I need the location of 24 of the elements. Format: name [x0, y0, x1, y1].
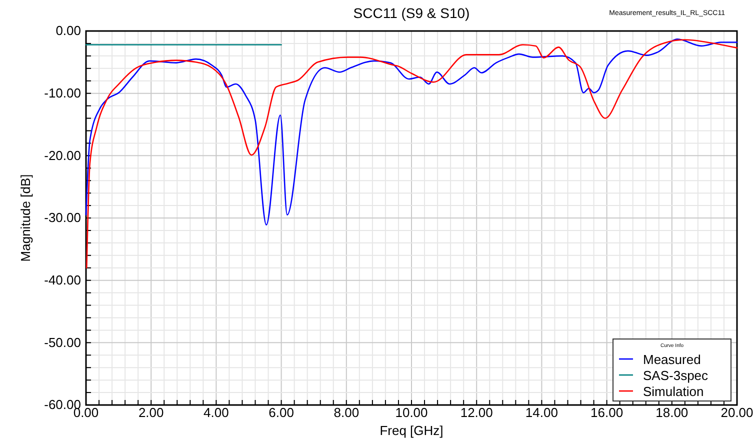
- y-axis-title: Magnitude [dB]: [18, 174, 33, 262]
- x-tick-label: 10.00: [395, 405, 428, 420]
- x-tick-label: 20.00: [720, 405, 754, 420]
- legend-label: SAS-3spec: [643, 368, 709, 383]
- x-tick-label: 16.00: [590, 405, 624, 420]
- chart-title: SCC11 (S9 & S10): [353, 5, 470, 21]
- y-tick-label: -50.00: [44, 334, 81, 350]
- line-series: [85, 38, 738, 226]
- x-tick-label: 6.00: [268, 405, 294, 420]
- y-tick-label: 0.00: [56, 23, 81, 38]
- x-tick-label: 4.00: [204, 405, 229, 420]
- x-tick-label: 12.00: [460, 405, 493, 420]
- x-tick-label: 18.00: [656, 405, 688, 420]
- line-series: [86, 39, 738, 269]
- y-tick-label: -40.00: [44, 272, 81, 288]
- y-tick-label: -30.00: [44, 210, 81, 226]
- x-axis-title: Freq [GHz]: [380, 423, 444, 438]
- x-tick-label: 14.00: [525, 405, 558, 420]
- legend-label: Simulation: [643, 384, 704, 399]
- y-tick-label: -20.00: [44, 148, 81, 163]
- x-tick-label: 8.00: [334, 405, 360, 420]
- x-tick-label: 2.00: [138, 405, 164, 420]
- legend-label: Measured: [643, 352, 701, 367]
- y-tick-label: -10.00: [44, 85, 81, 100]
